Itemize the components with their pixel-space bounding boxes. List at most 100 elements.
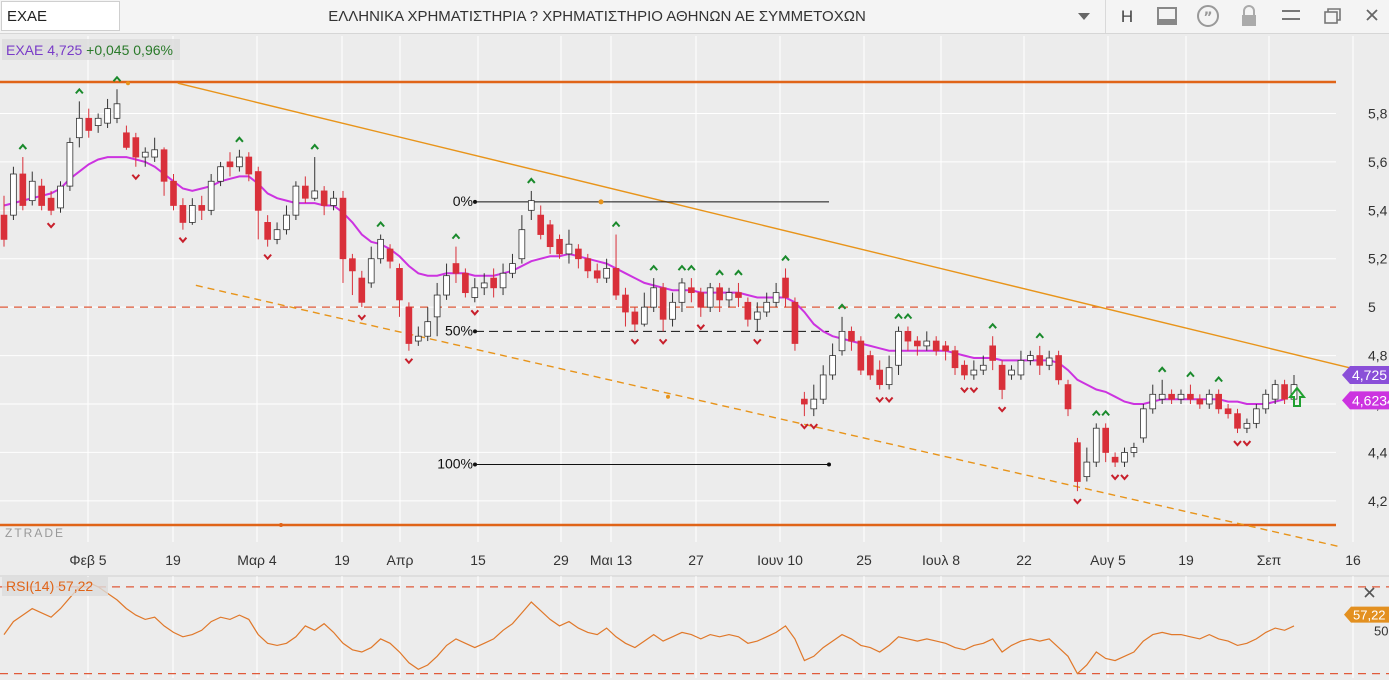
candle[interactable] [979, 355, 987, 375]
upper-trendline[interactable] [177, 82, 1389, 379]
candle[interactable] [1102, 423, 1109, 463]
candle[interactable] [1253, 404, 1260, 429]
candle[interactable] [1064, 379, 1072, 417]
candle[interactable] [546, 220, 554, 254]
rsi-line[interactable] [3, 581, 1295, 675]
moving-average-line[interactable] [3, 156, 1285, 405]
candle[interactable] [697, 287, 705, 317]
candle[interactable] [292, 181, 300, 220]
candle[interactable] [1074, 437, 1081, 492]
candle[interactable] [819, 365, 827, 404]
candle[interactable] [688, 278, 695, 303]
candle[interactable] [1196, 394, 1204, 409]
candle[interactable] [801, 391, 808, 417]
candle[interactable] [942, 341, 949, 361]
candle[interactable] [66, 137, 74, 191]
candle[interactable] [791, 297, 799, 351]
candle[interactable] [57, 181, 64, 213]
candle[interactable] [499, 263, 507, 296]
candle[interactable] [932, 336, 940, 356]
candle[interactable] [1243, 418, 1251, 434]
candle[interactable] [367, 246, 375, 288]
menu-icon[interactable] [1271, 0, 1311, 33]
candle[interactable] [320, 186, 328, 216]
candle[interactable] [85, 108, 93, 138]
candle[interactable] [584, 253, 592, 279]
candle[interactable] [349, 253, 356, 296]
candle[interactable] [970, 360, 978, 380]
candle[interactable] [989, 336, 997, 371]
candle[interactable] [170, 174, 177, 211]
candle[interactable] [1158, 379, 1166, 404]
candle[interactable] [236, 149, 243, 172]
candle[interactable] [527, 190, 535, 220]
candle[interactable] [537, 205, 545, 240]
candle[interactable] [1140, 404, 1147, 443]
candle[interactable] [273, 222, 281, 245]
candle[interactable] [283, 205, 290, 235]
candle[interactable] [1234, 408, 1241, 434]
candle[interactable] [998, 360, 1006, 400]
candle[interactable] [961, 360, 968, 380]
candle[interactable] [735, 282, 742, 308]
quote-icon[interactable]: ” [1188, 0, 1228, 33]
candle[interactable] [876, 360, 884, 390]
candle[interactable] [28, 171, 36, 206]
candle[interactable] [1187, 384, 1194, 404]
candle[interactable] [141, 147, 149, 167]
candle[interactable] [339, 190, 347, 283]
candle[interactable] [104, 98, 111, 128]
candle[interactable] [424, 307, 432, 342]
candle[interactable] [1215, 389, 1222, 414]
candle[interactable] [1149, 384, 1157, 414]
candle[interactable] [810, 384, 818, 417]
close-icon[interactable] [1352, 0, 1389, 33]
candle[interactable] [857, 336, 865, 375]
candle[interactable] [678, 278, 686, 312]
candle[interactable] [0, 195, 8, 247]
candle[interactable] [659, 282, 667, 332]
h-button[interactable]: H [1120, 7, 1134, 26]
candle[interactable] [914, 336, 921, 356]
candle[interactable] [923, 331, 931, 351]
lock-icon[interactable] [1229, 0, 1269, 33]
candle[interactable] [1121, 447, 1128, 467]
panel-icon[interactable] [1147, 0, 1187, 33]
candle[interactable] [612, 234, 620, 300]
candle[interactable] [443, 263, 450, 300]
candle[interactable] [1224, 404, 1232, 419]
candle[interactable] [593, 263, 601, 283]
candle[interactable] [1205, 389, 1213, 409]
candle[interactable] [396, 263, 403, 317]
candle[interactable] [377, 234, 384, 264]
candle[interactable] [829, 343, 836, 380]
candle[interactable] [113, 89, 121, 124]
candle[interactable] [1130, 442, 1138, 458]
candle[interactable] [640, 292, 648, 327]
candle[interactable] [575, 244, 582, 269]
lower-trendline[interactable] [195, 284, 1341, 548]
candle[interactable] [895, 326, 902, 375]
candle[interactable] [706, 282, 714, 312]
candle[interactable] [123, 125, 130, 150]
candle[interactable] [414, 326, 422, 346]
candle[interactable] [1262, 389, 1270, 414]
candle[interactable] [885, 355, 893, 390]
candle[interactable] [622, 287, 629, 327]
candle[interactable] [1036, 345, 1044, 375]
candle[interactable] [217, 161, 224, 187]
candle[interactable] [254, 166, 262, 240]
candle[interactable] [47, 190, 55, 216]
candle[interactable] [1008, 365, 1015, 380]
candle[interactable] [1027, 350, 1034, 366]
candle[interactable] [358, 270, 366, 308]
rsi-close-icon[interactable] [1364, 587, 1375, 598]
candle[interactable] [452, 246, 460, 283]
candle[interactable] [264, 215, 271, 247]
candle[interactable] [716, 282, 723, 312]
candle[interactable] [904, 326, 912, 351]
candle[interactable] [160, 147, 168, 196]
candle[interactable] [1271, 379, 1279, 404]
candle[interactable] [19, 157, 27, 211]
